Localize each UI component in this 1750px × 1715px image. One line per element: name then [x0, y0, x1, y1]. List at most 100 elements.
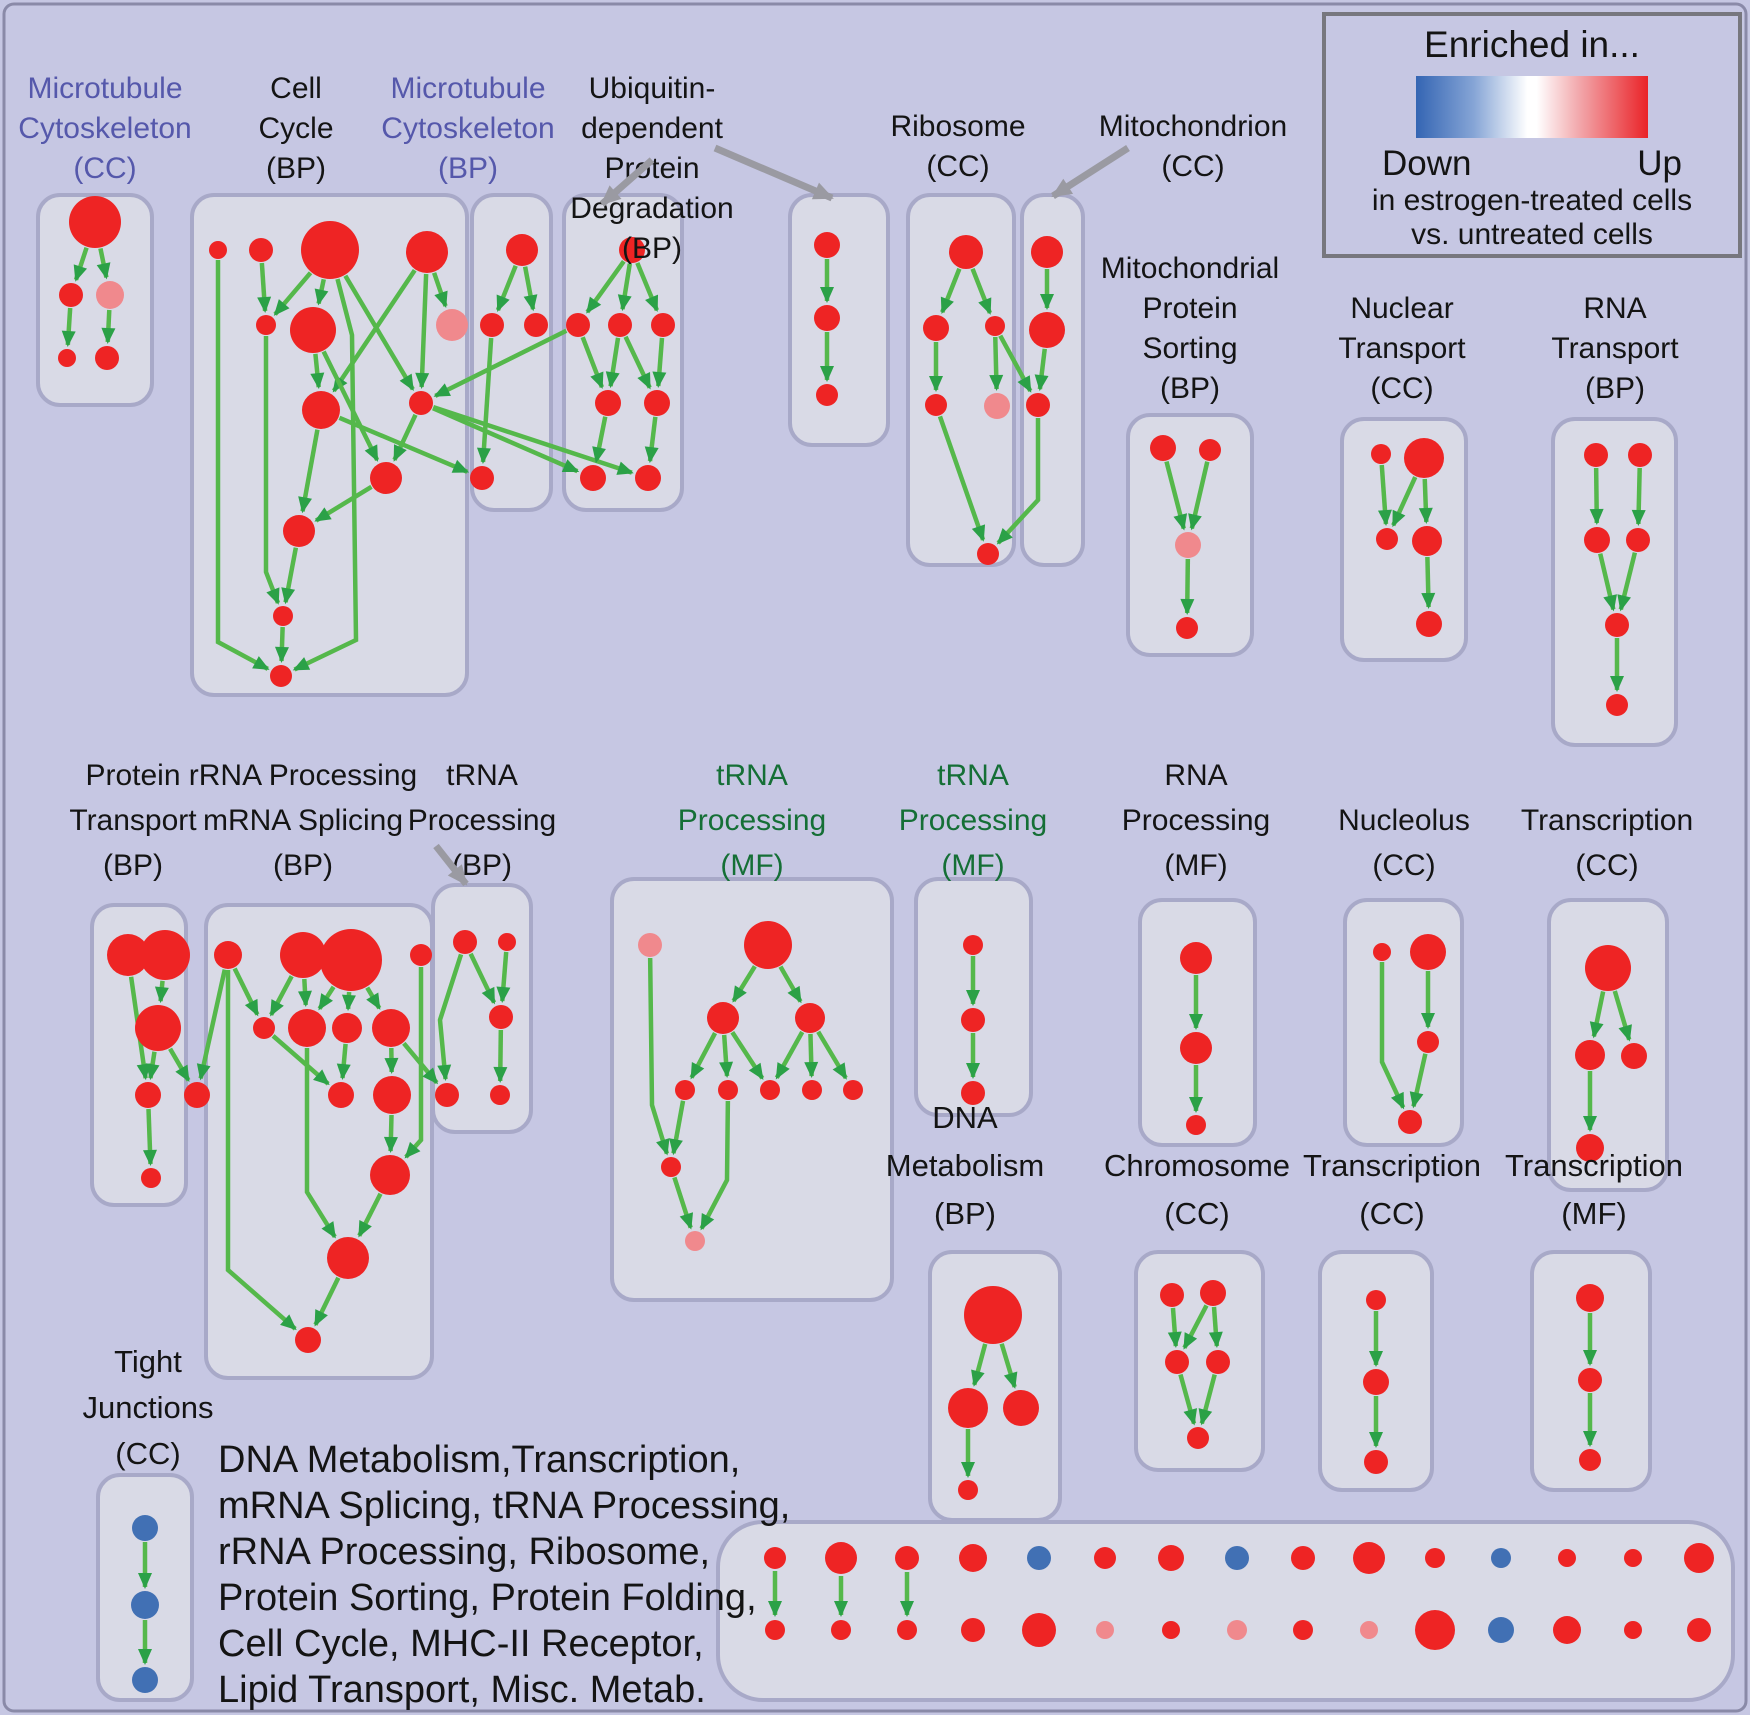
node-c3 — [760, 1080, 780, 1100]
edge-ta-tm — [468, 952, 497, 1005]
edge-r1-r2 — [940, 267, 962, 315]
edge-t1-ptx — [196, 969, 227, 1081]
matrix-bottom-node-15 — [1687, 1618, 1711, 1642]
label-nuclear-transport: Nuclear Transport (CC) — [1338, 292, 1466, 405]
node-rs4 — [372, 1009, 410, 1047]
node-p2 — [1199, 439, 1221, 461]
edge-w1-w3 — [1589, 467, 1604, 526]
node-ub_b2 — [635, 465, 661, 491]
matrix-bottom-node-11 — [1415, 1610, 1455, 1650]
node-ru1 — [328, 1082, 354, 1108]
label-tight-junctions: Tight Junctions (CC) — [83, 1344, 214, 1471]
edge-t2-rs2 — [297, 978, 312, 1008]
matrix-bottom-node-6 — [1096, 1621, 1114, 1639]
matrix-top-node-12 — [1491, 1548, 1511, 1568]
node-p3 — [1175, 532, 1201, 558]
edge-tm-tb2 — [493, 1029, 508, 1083]
node-ru2 — [373, 1076, 411, 1114]
edge-P-z1 — [647, 957, 670, 1156]
label-nucleolus: Nucleolus (CC) — [1338, 804, 1470, 882]
node-ub_b1 — [580, 465, 606, 491]
node-a3 — [96, 281, 124, 309]
node-l1 — [1366, 1290, 1386, 1310]
edge-j1-j3 — [1612, 990, 1632, 1042]
edge-n3-n6 — [314, 278, 329, 306]
edge-d1-d3 — [999, 1343, 1018, 1389]
node-g1 — [963, 935, 983, 955]
edge-p2-p3 — [1188, 461, 1210, 531]
node-n7 — [436, 309, 468, 341]
node-tb — [498, 933, 516, 951]
node-pt5 — [141, 1168, 161, 1188]
matrix-top-node-5 — [1027, 1546, 1051, 1570]
legend-subtitle-line2: vs. untreated cells — [1411, 218, 1653, 251]
edge-j1-j2 — [1589, 991, 1606, 1039]
node-n6 — [290, 307, 336, 353]
node-mt1 — [1031, 236, 1063, 268]
label-dna-metabolism: DNA Metabolism (BP) — [886, 1100, 1045, 1231]
edge-pt2-pt3 — [154, 980, 169, 1004]
node-g2 — [961, 1008, 985, 1032]
edge-n12-n13 — [281, 547, 299, 605]
node-n11 — [370, 462, 402, 494]
edge-a3-a5 — [101, 309, 116, 345]
node-p1 — [1150, 435, 1176, 461]
matrix-top-node-3 — [895, 1546, 919, 1570]
edge-z1-z2 — [672, 1176, 694, 1230]
node-n1 — [209, 241, 227, 259]
node-c_tr — [1200, 1280, 1226, 1306]
node-t2 — [280, 932, 326, 978]
edge-pt3-ptx — [168, 1047, 191, 1083]
node-ut2 — [644, 390, 670, 416]
edge-w3-w5 — [1598, 553, 1617, 612]
go-box-nucleolus — [1343, 898, 1464, 1147]
edge-rv-rw — [357, 1192, 383, 1238]
node-tb1 — [435, 1083, 459, 1107]
edge-Q-R2 — [778, 965, 803, 1004]
matrix-bottom-node-8 — [1227, 1620, 1247, 1640]
node-rx — [295, 1327, 321, 1353]
node-h1 — [1180, 942, 1212, 974]
node-w2 — [1628, 443, 1652, 467]
edge-t2-rs1 — [269, 975, 294, 1017]
node-q1 — [1371, 444, 1391, 464]
label-chromosome: Chromosome (CC) — [1104, 1148, 1290, 1231]
matrix-top-node-7 — [1158, 1545, 1184, 1571]
edge-n2-n5 — [257, 262, 272, 314]
node-p4 — [1176, 617, 1198, 639]
node-j4 — [1576, 1134, 1604, 1162]
edge-R2-c5 — [816, 1030, 848, 1080]
legend-down-label: Down — [1382, 144, 1472, 183]
go-box-prot_trans — [90, 903, 188, 1207]
matrix-bottom-node-5 — [1022, 1613, 1056, 1647]
edge-rw-rx — [313, 1276, 341, 1327]
label-ubiquitin: Ubiquitin-dependent Protein Degradation (BP… — [570, 72, 733, 265]
node-a2 — [59, 283, 83, 307]
edge-c_ml-c_b — [1178, 1373, 1198, 1426]
edge-n6-n8 — [310, 353, 325, 390]
node-rs2 — [288, 1009, 326, 1047]
label-rna-transport: RNA Transport (BP) — [1551, 292, 1679, 405]
node-q5 — [1416, 611, 1442, 637]
edge-n4-n9 — [415, 273, 430, 390]
edge-c_tl-c_ml — [1167, 1307, 1182, 1349]
node-r6 — [977, 543, 999, 565]
node-g3 — [961, 1081, 985, 1105]
edge-rs3-ru1 — [336, 1043, 351, 1081]
edge-q2-q4 — [1418, 478, 1433, 525]
edge-s1-ut1 — [580, 336, 604, 389]
node-tb2 — [490, 1085, 510, 1105]
edge-n9-ub_b1 — [432, 406, 580, 474]
edge-n13-n14 — [274, 626, 289, 664]
edge-n9-n11 — [392, 413, 418, 462]
node-r4 — [925, 394, 947, 416]
edge-c_mr-c_b — [1198, 1373, 1217, 1426]
go-box-rna_trans — [1551, 417, 1678, 747]
edge-w4-w5 — [1617, 552, 1638, 612]
edge-ut1-ub_b1 — [592, 416, 608, 464]
node-a5 — [95, 346, 119, 370]
node-v1 — [814, 232, 840, 258]
edge-n4-n8 — [331, 269, 417, 393]
node-f3 — [1579, 1449, 1601, 1471]
